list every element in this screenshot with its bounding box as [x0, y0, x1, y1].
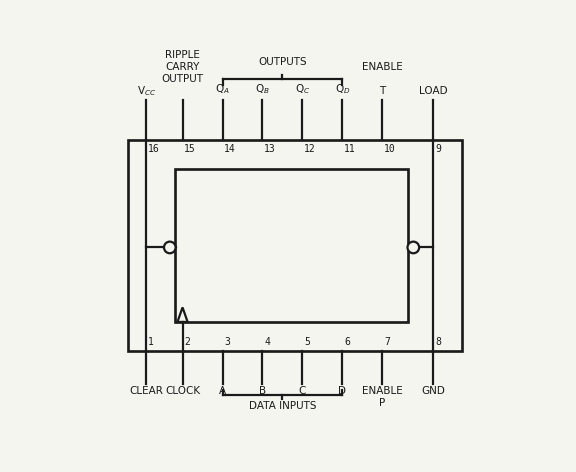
- Text: ENABLE: ENABLE: [362, 62, 403, 72]
- Text: DATA INPUTS: DATA INPUTS: [249, 401, 316, 411]
- Text: Q$_D$: Q$_D$: [335, 82, 350, 96]
- Text: T: T: [380, 86, 385, 96]
- Text: 8: 8: [435, 337, 441, 347]
- Text: OUTPUT: OUTPUT: [161, 74, 203, 84]
- Text: 7: 7: [384, 337, 390, 347]
- Text: 4: 4: [264, 337, 270, 347]
- Text: 2: 2: [184, 337, 190, 347]
- Circle shape: [164, 242, 176, 253]
- Text: B: B: [259, 386, 266, 396]
- Text: 9: 9: [435, 144, 441, 154]
- Bar: [128, 140, 463, 351]
- Text: D: D: [339, 386, 346, 396]
- Text: 15: 15: [184, 144, 196, 154]
- Text: 13: 13: [264, 144, 276, 154]
- Text: V$_{CC}$: V$_{CC}$: [137, 84, 156, 99]
- Text: CARRY: CARRY: [165, 62, 200, 72]
- Text: LOAD: LOAD: [419, 86, 448, 96]
- Text: A: A: [219, 386, 226, 396]
- Text: 14: 14: [224, 144, 236, 154]
- Text: C: C: [299, 386, 306, 396]
- Text: P: P: [380, 397, 385, 407]
- Text: Q$_A$: Q$_A$: [215, 82, 230, 96]
- Text: 5: 5: [304, 337, 310, 347]
- Text: Q$_C$: Q$_C$: [295, 82, 310, 96]
- Text: 10: 10: [384, 144, 396, 154]
- Text: 3: 3: [224, 337, 230, 347]
- Text: ENABLE: ENABLE: [362, 386, 403, 396]
- Bar: [175, 169, 408, 322]
- Text: 12: 12: [304, 144, 316, 154]
- Text: 1: 1: [148, 337, 154, 347]
- Text: 11: 11: [344, 144, 356, 154]
- Circle shape: [407, 242, 419, 253]
- Text: CLOCK: CLOCK: [165, 386, 200, 396]
- Text: 16: 16: [148, 144, 160, 154]
- Text: GND: GND: [422, 386, 445, 396]
- Text: 6: 6: [344, 337, 350, 347]
- Text: Q$_B$: Q$_B$: [255, 82, 270, 96]
- Text: CLEAR: CLEAR: [129, 386, 163, 396]
- Text: RIPPLE: RIPPLE: [165, 51, 200, 60]
- Text: OUTPUTS: OUTPUTS: [258, 57, 307, 67]
